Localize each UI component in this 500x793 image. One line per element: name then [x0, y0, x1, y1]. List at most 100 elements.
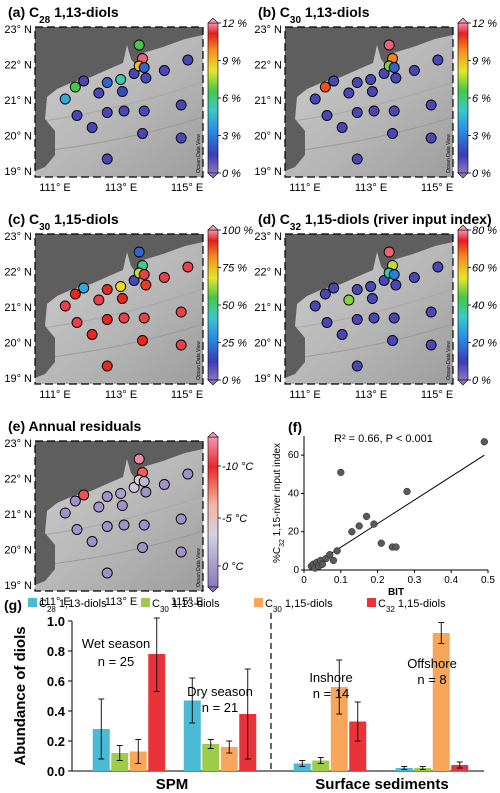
- station-point: [158, 65, 170, 76]
- isobath: [284, 116, 454, 153]
- lat-tick-label: 21° N: [4, 302, 32, 314]
- y-tick-label: 20: [288, 527, 300, 538]
- panel-title: (e) Annual residuals: [8, 418, 142, 434]
- station-point: [388, 62, 400, 73]
- colorbar-cap-bottom: [207, 586, 219, 593]
- station-point: [351, 153, 363, 165]
- colorbar-label: 0 %: [222, 375, 241, 387]
- fit-annotation: R² = 0.66, P < 0.001: [334, 433, 433, 445]
- station-point: [138, 476, 150, 487]
- colorbar-label: 75 %: [222, 263, 247, 275]
- land: [35, 441, 203, 585]
- isobath: [34, 288, 204, 330]
- land: [35, 234, 203, 378]
- category-count: n = 14: [313, 686, 350, 701]
- bar-y-tick-label: 0.2: [47, 734, 65, 749]
- colorbar-cap-bottom: [457, 379, 469, 386]
- colorbar-label: 25 %: [221, 338, 247, 350]
- lat-tick-label: 23° N: [4, 231, 32, 243]
- station-point: [59, 300, 71, 312]
- station-point: [78, 489, 90, 501]
- fit-line: [311, 454, 485, 567]
- colorbar-cap-bottom: [207, 172, 219, 179]
- bar: [220, 747, 238, 771]
- station-point: [140, 72, 152, 84]
- station-point: [133, 39, 145, 51]
- lat-tick-label: 20° N: [4, 131, 32, 143]
- station-point: [425, 339, 437, 351]
- station-point: [69, 288, 81, 300]
- lat-tick-label: 21° N: [254, 95, 282, 107]
- lon-tick-label: 113° E: [105, 596, 137, 608]
- station-point: [319, 81, 331, 93]
- lat-tick-label: 22° N: [4, 60, 32, 72]
- map-panel-d: (d) C32 1,15-diols (river input index)23…: [254, 211, 497, 401]
- colorbar-cap-top: [457, 224, 469, 231]
- y-tick-label: 0: [293, 565, 299, 576]
- station-point: [408, 65, 420, 76]
- legend-entry: C28 1,13-diols: [39, 598, 107, 614]
- station-point: [175, 339, 187, 351]
- x-tick-label: 0.3: [407, 575, 421, 586]
- scatter-point: [370, 520, 378, 528]
- lat-tick-label: 19° N: [4, 373, 32, 385]
- station-point: [175, 306, 187, 318]
- x-tick-label: 0: [301, 575, 307, 586]
- isobath: [284, 323, 454, 360]
- station-point: [390, 279, 402, 291]
- category-label: Inshore: [309, 670, 352, 685]
- colorbar: [207, 22, 219, 174]
- station-point: [425, 132, 437, 144]
- station-point: [118, 312, 130, 324]
- station-point: [69, 81, 81, 93]
- station-point: [182, 54, 194, 66]
- watermark: Ocean Data View: [196, 548, 202, 587]
- colorbar-label: 80 %: [472, 225, 497, 237]
- colorbar-label: 100 %: [222, 225, 253, 237]
- colorbar-label: 0 %: [472, 375, 491, 387]
- scatter-point: [392, 543, 400, 551]
- isobath: [34, 495, 204, 537]
- station-point: [175, 513, 187, 525]
- colorbar-label: 60 %: [472, 263, 497, 275]
- category-count: n = 21: [202, 700, 239, 715]
- lat-tick-label: 23° N: [4, 24, 32, 36]
- group-label-spm: SPM: [156, 776, 189, 793]
- lon-tick-label: 111° E: [39, 182, 71, 194]
- station-point: [351, 284, 363, 295]
- station-point: [138, 269, 150, 280]
- station-point: [388, 105, 400, 117]
- station-point: [158, 272, 170, 283]
- lat-tick-label: 19° N: [4, 580, 32, 592]
- station-point: [351, 360, 363, 372]
- x-tick-label: 0.5: [481, 575, 495, 586]
- station-point: [378, 68, 390, 79]
- station-point: [383, 246, 395, 258]
- station-point: [336, 122, 348, 133]
- station-point: [71, 317, 83, 328]
- bar-y-tick-label: 0.8: [47, 644, 65, 659]
- lon-tick-label: 113° E: [105, 389, 137, 401]
- map-frame: [34, 233, 204, 385]
- legend-swatch: [141, 598, 150, 607]
- station-point: [128, 482, 140, 493]
- station-point: [366, 86, 378, 97]
- x-axis-label: BIT: [388, 587, 404, 598]
- y-axis-label: %C32 1,15-river input index: [272, 443, 286, 563]
- station-point: [343, 294, 355, 306]
- colorbar-label: 12 %: [222, 18, 247, 30]
- panel-title: (a) C28 1,13-diols: [8, 4, 119, 26]
- scatter-point: [333, 547, 341, 555]
- station-point: [336, 329, 348, 340]
- station-point: [86, 122, 98, 133]
- colorbar: [207, 436, 219, 588]
- category-count: n = 25: [98, 654, 135, 669]
- bar: [349, 721, 367, 771]
- bar: [432, 633, 450, 771]
- colorbar-label: 6 %: [472, 93, 491, 105]
- map-frame: [284, 26, 454, 178]
- station-point: [86, 329, 98, 340]
- group-label-sediments: Surface sediments: [315, 776, 448, 793]
